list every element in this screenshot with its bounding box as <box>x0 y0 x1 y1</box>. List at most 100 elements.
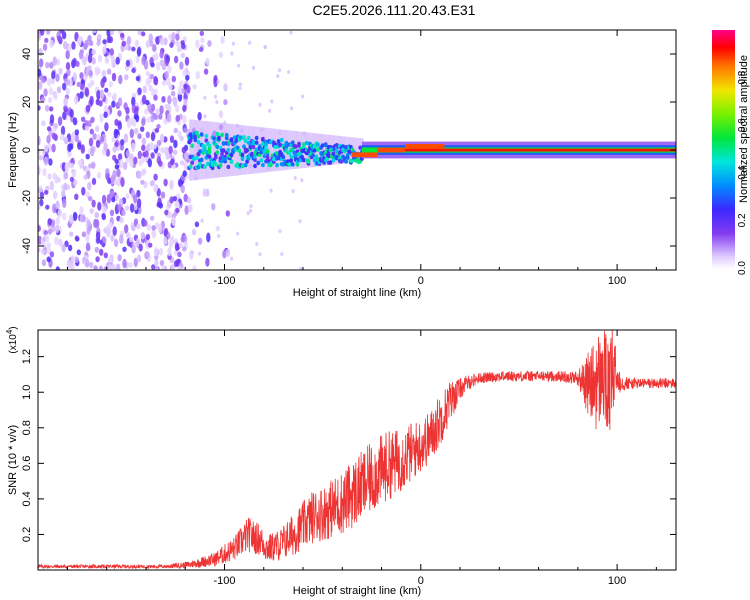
colorbar-swatch <box>712 206 735 210</box>
colorbar-swatch <box>712 150 735 154</box>
colorbar-swatch <box>712 200 735 204</box>
colorbar-tick-label: 0.8 <box>737 70 748 84</box>
colorbar-swatch <box>712 226 735 229</box>
colorbar-swatch <box>712 83 735 87</box>
colorbar-swatch <box>712 95 735 99</box>
colorbar-swatch <box>712 115 735 118</box>
colorbar-swatch <box>712 170 735 174</box>
colorbar-swatch <box>712 194 735 198</box>
colorbar-swatch <box>712 105 735 108</box>
colorbar-swatch <box>712 69 735 73</box>
colorbar-swatch <box>712 186 735 190</box>
colorbar-swatch <box>712 244 735 247</box>
colorbar-swatch <box>712 79 735 83</box>
colorbar-swatch <box>712 81 735 85</box>
x-tick-label: -100 <box>213 575 235 587</box>
colorbar-swatch <box>712 230 735 233</box>
colorbar-swatch <box>712 63 735 67</box>
colorbar-swatch <box>712 93 735 97</box>
colorbar-swatch <box>712 188 735 192</box>
colorbar-swatch <box>712 158 735 162</box>
colorbar-swatch <box>712 113 735 116</box>
snr-frame <box>37 329 677 571</box>
colorbar-swatch <box>712 212 735 216</box>
x-tick-label: 100 <box>608 275 626 287</box>
colorbar-swatch <box>712 135 735 138</box>
y-scale-note: (x104) <box>5 326 19 353</box>
colorbar-swatch <box>712 103 735 106</box>
y-tick-label: -40 <box>21 238 33 254</box>
colorbar-swatch <box>712 152 735 156</box>
colorbar-swatch <box>712 141 735 144</box>
colorbar-swatch <box>712 65 735 69</box>
colorbar-swatch <box>712 75 735 79</box>
colorbar-swatch <box>712 117 735 120</box>
colorbar-swatch <box>712 222 735 225</box>
colorbar-swatch <box>712 254 735 257</box>
colorbar-swatch <box>712 47 735 51</box>
colorbar-swatch <box>712 190 735 194</box>
colorbar-swatch <box>712 246 735 249</box>
colorbar-swatch <box>712 133 735 136</box>
snr-panel: -100 0 100 0.2 0.4 0.6 0.8 1.0 1.2 Height of stra… <box>5 326 677 597</box>
colorbar-swatch <box>712 43 735 47</box>
colorbar-swatch <box>712 178 735 182</box>
colorbar-swatch <box>712 125 735 128</box>
colorbar-swatch <box>712 33 735 37</box>
colorbar-swatch <box>712 192 735 196</box>
y-scale-exponent: 4 <box>5 329 14 334</box>
top-x-axis-label: Height of straight line (km) <box>293 287 421 299</box>
colorbar-swatch <box>712 236 735 239</box>
figure-title: C2E5.2026.111.20.43.E31 <box>313 2 476 18</box>
colorbar-swatch <box>712 214 735 218</box>
colorbar-swatch <box>712 166 735 170</box>
colorbar-swatch <box>712 49 735 53</box>
colorbar-swatch <box>712 89 735 93</box>
colorbar-swatch <box>712 250 735 253</box>
colorbar-swatch <box>712 77 735 81</box>
colorbar-swatch <box>712 123 735 126</box>
colorbar-swatch <box>712 67 735 71</box>
colorbar-swatch <box>712 172 735 176</box>
colorbar-swatch <box>712 139 735 142</box>
bottom-y-axis-label: SNR (10 * v/v) <box>7 425 19 495</box>
colorbar-tick-label: 0.0 <box>737 261 748 275</box>
colorbar-swatch <box>712 256 735 259</box>
bottom-x-axis-label: Height of straight line (km) <box>293 585 421 597</box>
colorbar-swatch <box>712 145 735 148</box>
y-tick-label: 20 <box>21 96 33 108</box>
colorbar-swatch <box>712 99 735 102</box>
y-tick-label: 0.8 <box>21 420 33 435</box>
colorbar-swatch <box>712 53 735 57</box>
colorbar-swatch <box>712 176 735 180</box>
top-y-axis-label: Frequency (Hz) <box>7 112 19 188</box>
colorbar-swatch <box>712 258 735 261</box>
colorbar-swatch <box>712 196 735 200</box>
colorbar-swatch <box>712 107 735 110</box>
x-tick-label: 0 <box>418 275 424 287</box>
y-tick-label: 0.2 <box>21 527 33 542</box>
colorbar-swatch <box>712 260 735 263</box>
colorbar-swatch <box>712 51 735 55</box>
colorbar-swatch <box>712 204 735 208</box>
colorbar-swatch <box>712 143 735 146</box>
colorbar-swatch <box>712 198 735 202</box>
y-tick-label: 0.4 <box>21 491 33 506</box>
colorbar-tick-label: 0.6 <box>737 118 748 132</box>
colorbar-swatch <box>712 131 735 134</box>
y-tick-label: 0.6 <box>21 456 33 471</box>
colorbar-swatch <box>712 55 735 59</box>
colorbar-swatch <box>712 264 735 267</box>
y-tick-label: -20 <box>21 190 33 206</box>
colorbar-swatch <box>712 232 735 235</box>
colorbar-swatch <box>712 208 735 212</box>
colorbar-swatch <box>712 160 735 164</box>
colorbar-swatch <box>712 216 735 220</box>
spectrogram-panel: -100 0 100 -40 -20 0 20 40 Height of straight li… <box>7 29 677 299</box>
colorbar-swatch <box>712 266 735 269</box>
colorbar-swatch <box>712 127 735 130</box>
colorbar-swatch <box>712 252 735 255</box>
colorbar-swatch <box>712 59 735 63</box>
snr-line <box>38 330 676 570</box>
x-tick-label: 0 <box>418 575 424 587</box>
